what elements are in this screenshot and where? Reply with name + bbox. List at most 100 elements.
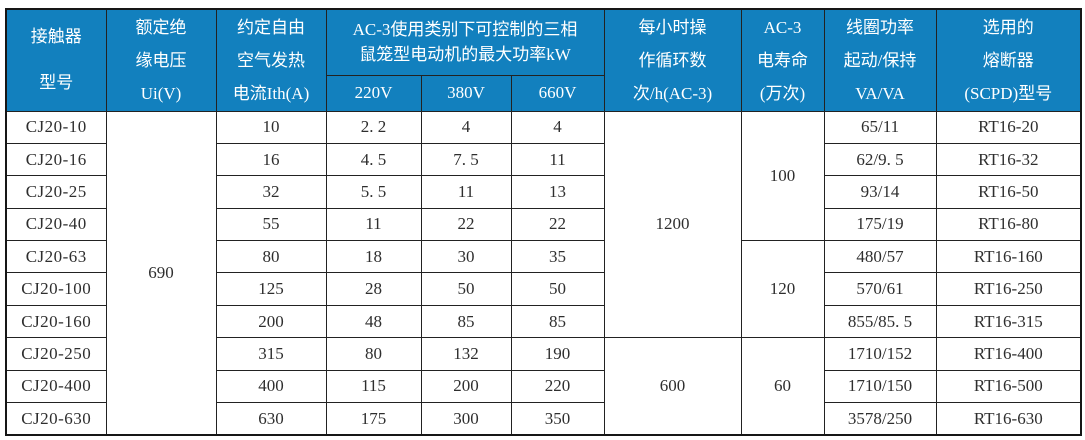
ith-cell: 32 <box>215 175 327 209</box>
life-cell: 60 <box>740 337 825 436</box>
kw380-cell: 85 <box>420 304 512 339</box>
kw660-cell: 220 <box>510 369 605 404</box>
kw220-cell: 28 <box>325 272 422 306</box>
model-cell: CJ20-25 <box>5 175 107 209</box>
model-cell: CJ20-630 <box>5 402 107 436</box>
model-cell: CJ20-400 <box>5 369 107 404</box>
kw380-cell: 7. 5 <box>420 142 512 177</box>
model-cell: CJ20-10 <box>5 110 107 144</box>
contactor-spec-table: 接触器 型号 额定绝 缘电压 Ui(V) 约定自由 空气发热 电流Ith(A) … <box>5 8 1083 436</box>
header-coil-power: 线圈功率 起动/保持 VA/VA <box>823 8 937 112</box>
kw660-cell: 50 <box>510 272 605 306</box>
kw660-cell: 22 <box>510 207 605 242</box>
cycles-cell: 1200 <box>603 110 742 339</box>
kw660-cell: 35 <box>510 240 605 274</box>
table-row: CJ20-100 125 28 50 50 570/61 RT16-250 <box>5 272 1082 306</box>
fuse-cell: RT16-32 <box>935 142 1082 177</box>
table-row: CJ20-16 16 4. 5 7. 5 11 62/9. 5 RT16-32 <box>5 142 1082 177</box>
fuse-cell: RT16-80 <box>935 207 1082 242</box>
table-row: CJ20-10 690 10 2. 2 4 4 1200 100 65/11 R… <box>5 110 1082 436</box>
table-row: CJ20-400 400 115 200 220 1710/150 RT16-5… <box>5 369 1082 404</box>
header-contactor-model: 接触器 型号 <box>5 8 107 112</box>
coil-cell: 65/11 <box>823 110 937 144</box>
fuse-cell: RT16-315 <box>935 304 1082 339</box>
kw220-cell: 175 <box>325 402 422 436</box>
header-thermal-current: 约定自由 空气发热 电流Ith(A) <box>215 8 327 112</box>
model-cell: CJ20-16 <box>5 142 107 177</box>
table-row: CJ20-630 630 175 300 350 3578/250 RT16-6… <box>5 402 1082 436</box>
ith-cell: 80 <box>215 240 327 274</box>
header-operating-cycles: 每小时操 作循环数 次/h(AC-3) <box>603 8 742 112</box>
kw380-cell: 22 <box>420 207 512 242</box>
ith-cell: 400 <box>215 369 327 404</box>
table-row: CJ20-25 32 5. 5 11 13 93/14 RT16-50 <box>5 175 1082 209</box>
kw380-cell: 200 <box>420 369 512 404</box>
fuse-cell: RT16-630 <box>935 402 1082 436</box>
header-row-top: 接触器 型号 额定绝 缘电压 Ui(V) 约定自由 空气发热 电流Ith(A) … <box>5 8 1082 112</box>
coil-cell: 1710/150 <box>823 369 937 404</box>
kw220-cell: 18 <box>325 240 422 274</box>
kw660-cell: 350 <box>510 402 605 436</box>
kw380-cell: 11 <box>420 175 512 209</box>
kw220-cell: 48 <box>325 304 422 339</box>
fuse-cell: RT16-160 <box>935 240 1082 274</box>
coil-cell: 3578/250 <box>823 402 937 436</box>
fuse-cell: RT16-20 <box>935 110 1082 144</box>
fuse-cell: RT16-400 <box>935 337 1082 371</box>
kw660-cell: 4 <box>510 110 605 144</box>
model-cell: CJ20-100 <box>5 272 107 306</box>
header-ac3-max-power: AC-3使用类别下可控制的三相 鼠笼型电动机的最大功率kW <box>325 8 605 76</box>
kw660-cell: 11 <box>510 142 605 177</box>
life-cell: 120 <box>740 240 825 339</box>
kw220-cell: 5. 5 <box>325 175 422 209</box>
fuse-cell: RT16-50 <box>935 175 1082 209</box>
table-row: CJ20-40 55 11 22 22 175/19 RT16-80 <box>5 207 1082 242</box>
coil-cell: 855/85. 5 <box>823 304 937 339</box>
coil-cell: 480/57 <box>823 240 937 274</box>
kw660-cell: 190 <box>510 337 605 371</box>
header-380v: 380V <box>420 74 512 112</box>
header-electrical-life: AC-3 电寿命 (万次) <box>740 8 825 112</box>
ith-cell: 10 <box>215 110 327 144</box>
kw380-cell: 30 <box>420 240 512 274</box>
kw220-cell: 80 <box>325 337 422 371</box>
header-row-voltages: 220V 380V 660V <box>6 74 1081 112</box>
ith-cell: 315 <box>215 337 327 371</box>
model-cell: CJ20-250 <box>5 337 107 371</box>
ith-cell: 16 <box>215 142 327 177</box>
header-rated-insulation-voltage: 额定绝 缘电压 Ui(V) <box>105 8 217 112</box>
header-220v: 220V <box>325 74 422 112</box>
kw220-cell: 4. 5 <box>325 142 422 177</box>
header-fuse-model: 选用的 熔断器 (SCPD)型号 <box>935 8 1082 112</box>
ith-cell: 200 <box>215 304 327 339</box>
fuse-cell: RT16-250 <box>935 272 1082 306</box>
coil-cell: 1710/152 <box>823 337 937 371</box>
kw220-cell: 2. 2 <box>325 110 422 144</box>
model-cell: CJ20-160 <box>5 304 107 339</box>
header-660v: 660V <box>510 74 605 112</box>
ith-cell: 55 <box>215 207 327 242</box>
kw660-cell: 13 <box>510 175 605 209</box>
ith-cell: 125 <box>215 272 327 306</box>
kw660-cell: 85 <box>510 304 605 339</box>
coil-cell: 175/19 <box>823 207 937 242</box>
rated-voltage-cell: 690 <box>105 110 217 436</box>
kw220-cell: 11 <box>325 207 422 242</box>
kw380-cell: 132 <box>420 337 512 371</box>
table-row: CJ20-250 315 80 132 190 600 60 1710/152 … <box>5 337 1082 436</box>
table-row: CJ20-160 200 48 85 85 855/85. 5 RT16-315 <box>5 304 1082 339</box>
table-row: CJ20-63 80 18 30 35 120 480/57 RT16-160 <box>5 240 1082 339</box>
fuse-cell: RT16-500 <box>935 369 1082 404</box>
kw380-cell: 4 <box>420 110 512 144</box>
model-cell: CJ20-40 <box>5 207 107 242</box>
coil-cell: 570/61 <box>823 272 937 306</box>
kw380-cell: 50 <box>420 272 512 306</box>
kw220-cell: 115 <box>325 369 422 404</box>
kw380-cell: 300 <box>420 402 512 436</box>
cycles-cell: 600 <box>603 337 742 436</box>
model-cell: CJ20-63 <box>5 240 107 274</box>
coil-cell: 93/14 <box>823 175 937 209</box>
coil-cell: 62/9. 5 <box>823 142 937 177</box>
ith-cell: 630 <box>215 402 327 436</box>
